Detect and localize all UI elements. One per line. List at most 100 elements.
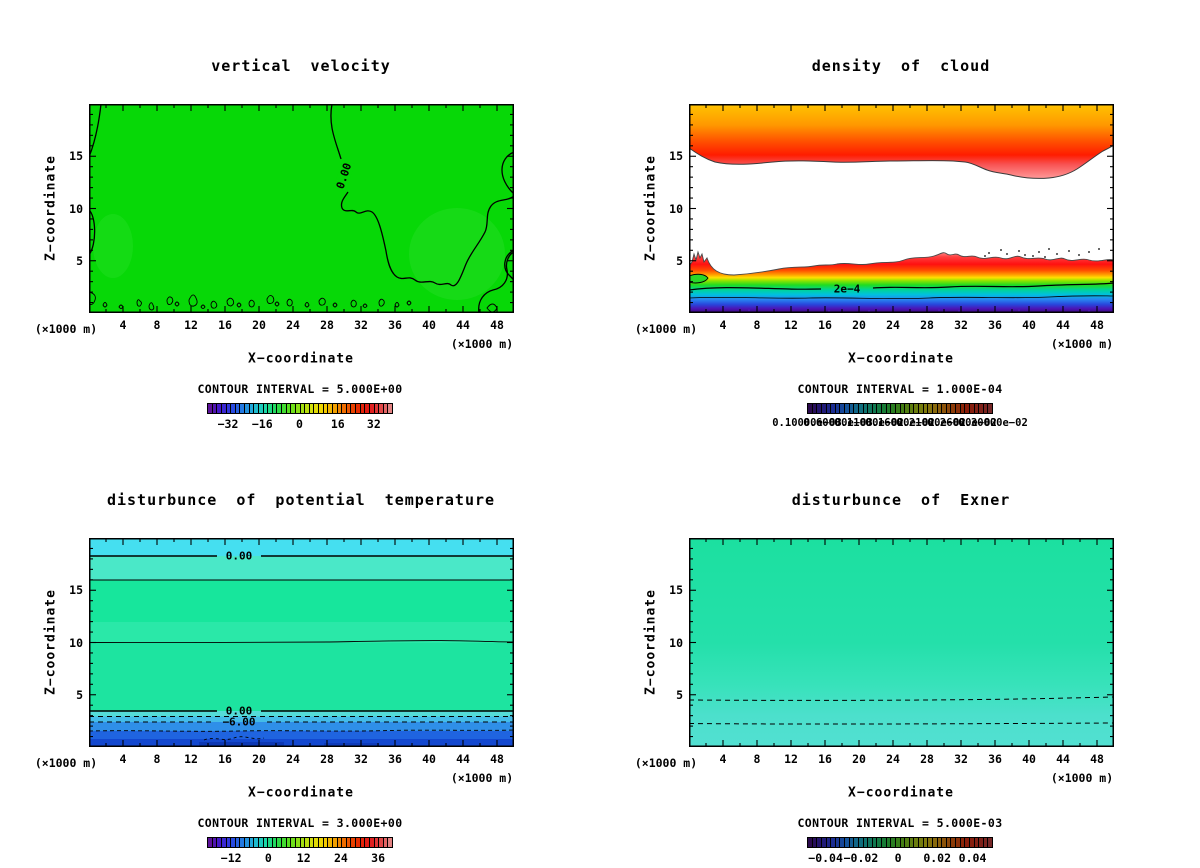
colorbar-cell [208, 838, 212, 847]
colorbar-tick-label: 0 [295, 417, 303, 431]
colorbar-cell [336, 404, 342, 413]
colorbar-cell [271, 404, 277, 413]
x-axis-title: X−coordinate [848, 351, 954, 367]
y-axis-title: Z−coordinate [643, 589, 659, 695]
colorbar-cell [318, 404, 323, 413]
colorbar-cell [253, 838, 258, 847]
colorbar-cell [378, 838, 383, 847]
x-tick-label: 20 [852, 318, 866, 332]
plot-frame [89, 538, 514, 747]
x-tick-label: 20 [252, 752, 266, 766]
colorbar-cell [350, 838, 355, 847]
colorbar-cell [244, 838, 249, 847]
colorbar-cell [304, 404, 309, 413]
y-tick-label: 15 [669, 149, 683, 164]
colorbar-cell [862, 838, 868, 847]
colorbar-cell [839, 838, 844, 847]
colorbar-cell [267, 404, 272, 413]
colorbar-cell [987, 404, 992, 413]
colorbar-cell [373, 838, 379, 847]
colorbar-cell [248, 404, 254, 413]
colorbar-cell [355, 404, 360, 413]
x-tick-label: 8 [753, 752, 761, 766]
x-tick-label: 16 [818, 318, 832, 332]
x-tick-label: 48 [490, 752, 504, 766]
x-tick-label: 48 [490, 318, 504, 332]
upper-cloud-layer [689, 104, 1114, 179]
x-tick-label: 24 [286, 318, 300, 332]
colorbar-cell [322, 404, 328, 413]
colorbar-cell [331, 404, 337, 413]
colorbar-tick-label: 0.21000e−02 [896, 417, 966, 429]
colorbar-cell [225, 404, 231, 413]
colorbar-cell [885, 404, 891, 413]
x-tick-label: 40 [1022, 752, 1036, 766]
colorbar-cell [387, 404, 392, 413]
colorbar-cell [945, 838, 951, 847]
colorbar-cell [811, 404, 817, 413]
colorbar-cell [230, 404, 235, 413]
green-tongue-contour [689, 273, 709, 284]
colorbar-cell [834, 404, 840, 413]
x-tick-label: 40 [1022, 318, 1036, 332]
x-tick-label: 36 [988, 752, 1002, 766]
x-tick-label: 40 [422, 752, 436, 766]
colorbar-cell [857, 404, 863, 413]
colorbar-tick-label: 0 [264, 851, 272, 865]
x-tick-label: 40 [422, 318, 436, 332]
colorbar-cell [304, 838, 309, 847]
colorbar-tick-label: −12 [220, 851, 242, 865]
colorbar-cell [973, 838, 979, 847]
colorbar-cell [922, 404, 928, 413]
colorbar-cell [271, 838, 277, 847]
panel-title: disturbunce of potential temperature [106, 491, 496, 509]
plot-frame [689, 104, 1114, 313]
y-tick-label: 15 [69, 583, 83, 598]
colorbar-cell [313, 838, 318, 847]
panel-title: disturbunce of Exner [791, 491, 1011, 509]
colorbar-cell [364, 404, 369, 413]
x-tick-label: 12 [784, 318, 798, 332]
colorbar [207, 837, 393, 848]
colorbar-cell [359, 404, 365, 413]
colorbar-cell [918, 404, 923, 413]
colorbar-cell [968, 838, 974, 847]
colorbar-cell [294, 838, 300, 847]
colorbar-cell [816, 404, 821, 413]
colorbar-cell [894, 404, 900, 413]
x-tick-label: 20 [252, 318, 266, 332]
colorbar-cell [853, 404, 858, 413]
colorbar-cell [808, 404, 812, 413]
x-tick-label: 8 [153, 318, 161, 332]
colorbar-cell [890, 838, 895, 847]
colorbar-cell [964, 838, 969, 847]
colorbar-cell [913, 838, 918, 847]
contour-lines [89, 555, 514, 741]
colorbar-cell [908, 404, 914, 413]
colorbar-cell [834, 838, 840, 847]
colorbar-cell [853, 838, 858, 847]
y-tick-label: 5 [76, 687, 83, 702]
colorbar-cell [867, 404, 872, 413]
colorbar-cell [978, 404, 983, 413]
y-axis-title: Z−coordinate [43, 589, 59, 695]
colorbar-cell [950, 404, 955, 413]
colorbar-cell [341, 838, 346, 847]
colorbar-cell [276, 404, 281, 413]
y-tick-label: 15 [669, 583, 683, 598]
colorbar-cell [830, 838, 835, 847]
x-tick-label: 8 [153, 752, 161, 766]
colorbar-cell [308, 838, 314, 847]
contour-value-label: 2e−4 [833, 282, 861, 296]
colorbar-cell [239, 838, 244, 847]
colorbar-cell [239, 404, 244, 413]
colorbar-tick-label: −32 [217, 417, 239, 431]
colorbar-cell [327, 838, 332, 847]
x-tick-label: 24 [886, 318, 900, 332]
colorbar-cell [987, 838, 992, 847]
colorbar-cell [313, 404, 318, 413]
x-unit-right: (×1000 m) [450, 771, 514, 785]
colorbar-tick-label: 12 [296, 851, 311, 865]
contour-interval-caption: CONTOUR INTERVAL = 5.000E+00 [197, 382, 403, 396]
